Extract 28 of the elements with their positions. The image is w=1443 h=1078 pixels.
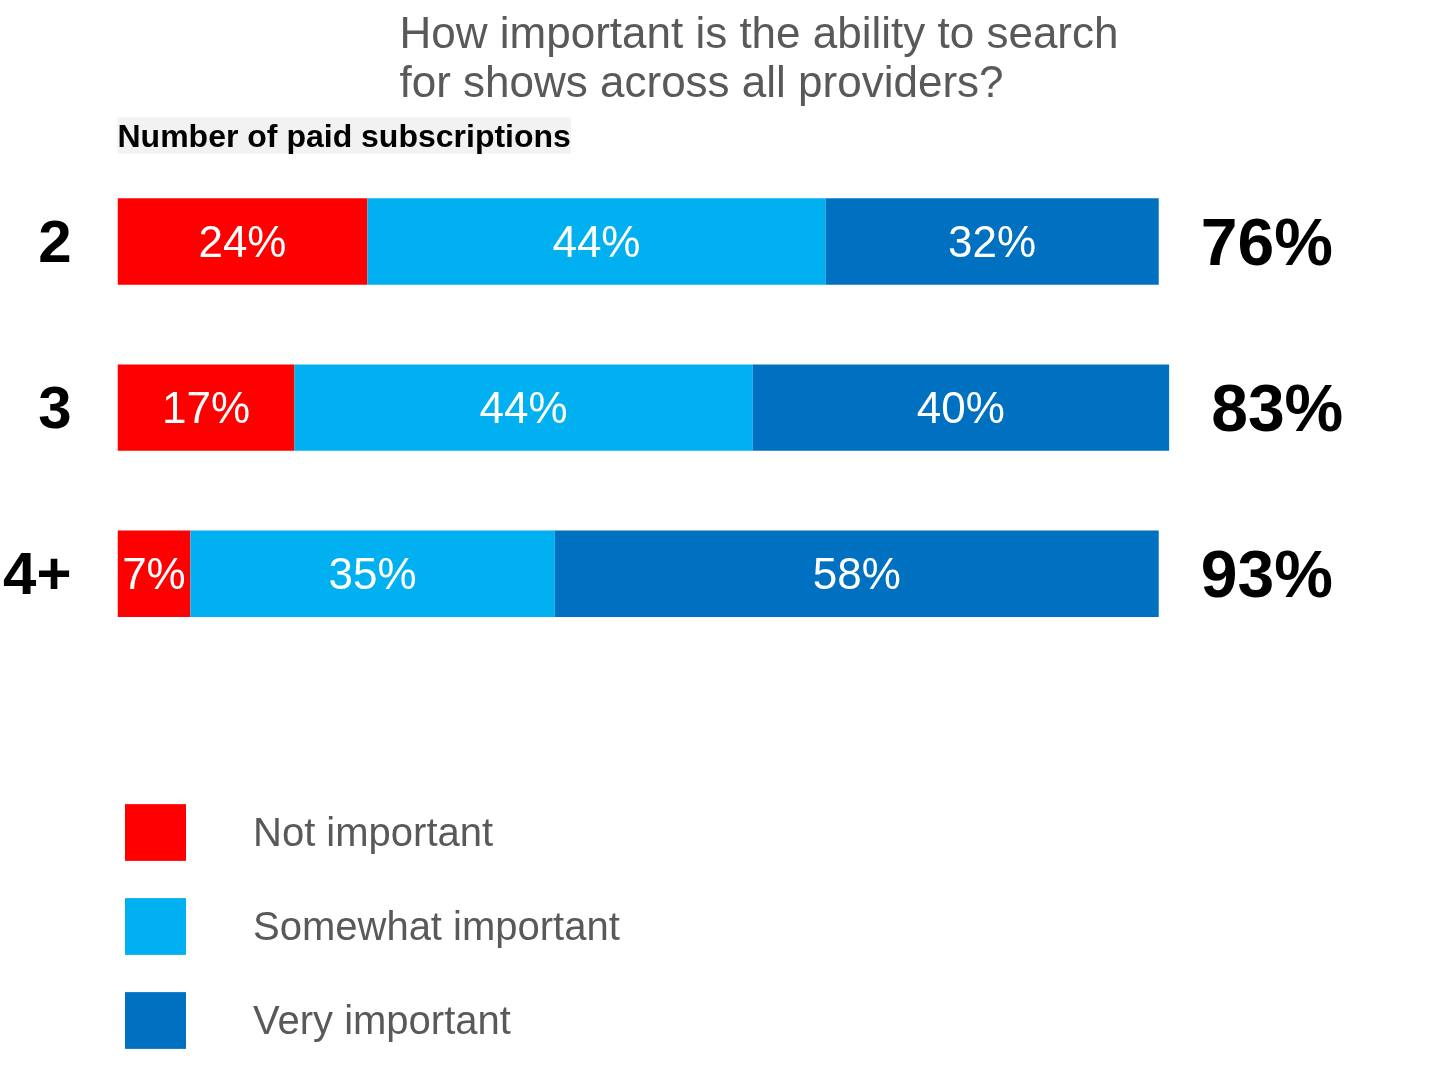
data-label: 24% [198, 217, 287, 267]
bar [825, 198, 1159, 285]
bar [752, 364, 1170, 451]
data-label: 17% [161, 383, 251, 433]
data-label: 7% [122, 549, 186, 599]
data-label: 44% [479, 383, 568, 433]
y-tick-label: 4+ [3, 540, 72, 608]
bar [554, 530, 1159, 617]
bar [367, 198, 826, 285]
bar [190, 530, 555, 617]
bar [117, 198, 368, 285]
bar [117, 364, 295, 451]
y-tick-label: 3 [38, 374, 72, 442]
data-label: 32% [948, 217, 1037, 267]
legend-label: Somewhat important [253, 903, 620, 949]
legend-label: Very important [253, 997, 511, 1043]
text: Number of paid subscriptions [117, 117, 571, 154]
legend-label: Not important [253, 809, 494, 855]
data-label: 35% [328, 549, 417, 599]
text: 83% [1211, 370, 1344, 445]
bar [294, 364, 753, 451]
text: 93% [1200, 536, 1333, 611]
text: 76% [1200, 204, 1333, 279]
chart-title: How important is the ability to search for shows across all providers? [399, 7, 1119, 106]
data-label: 58% [812, 549, 901, 599]
data-label: 40% [916, 383, 1005, 433]
y-tick-label: 2 [38, 208, 72, 276]
data-label: 44% [552, 217, 641, 267]
